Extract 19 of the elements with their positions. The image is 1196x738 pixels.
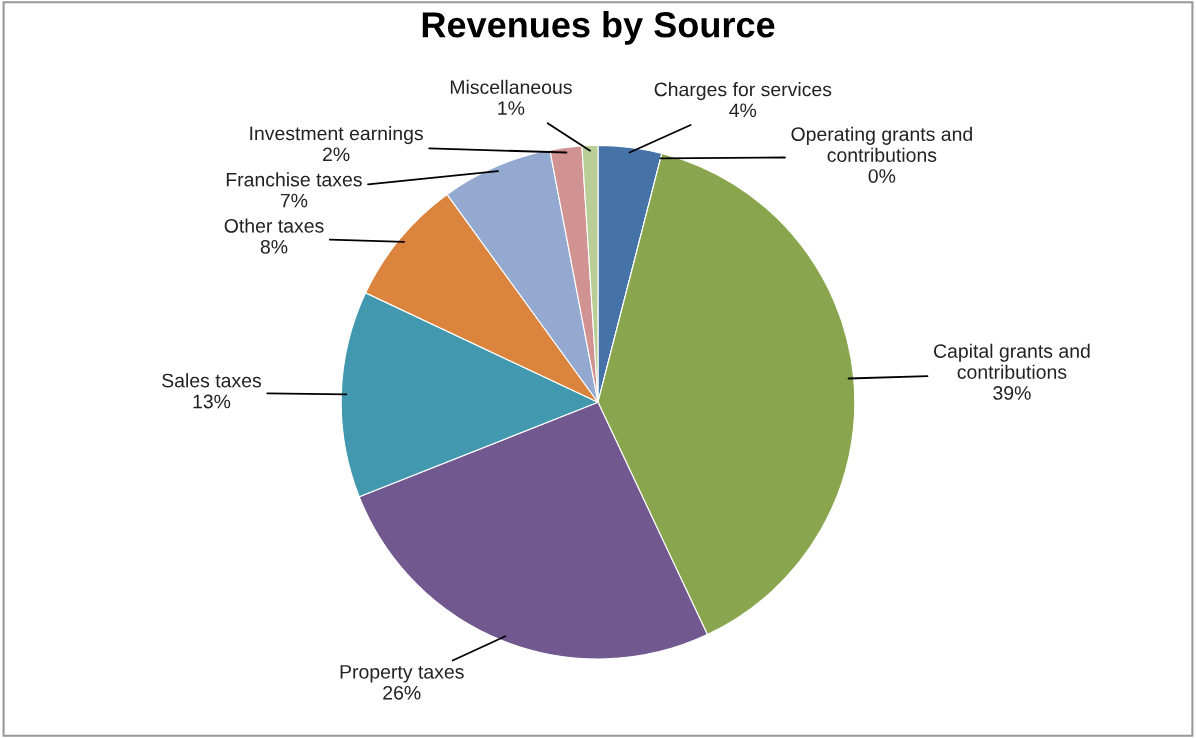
slice-label: Charges for services bbox=[654, 82, 832, 101]
category-label: Operating grants and contributions bbox=[791, 126, 972, 162]
data-label: 1% bbox=[498, 101, 525, 115]
slice-label: Other taxes bbox=[224, 218, 324, 233]
chart-title: Revenues by Source bbox=[422, 11, 775, 45]
data-label: 13% bbox=[193, 394, 231, 409]
data-label: 39% bbox=[993, 386, 1031, 400]
data-label: 8% bbox=[260, 239, 288, 254]
slice-label: Investment earnings bbox=[250, 126, 423, 145]
slice-label: Property taxes bbox=[340, 665, 464, 683]
slice-label: Sales taxes bbox=[162, 373, 262, 388]
data-label: 7% bbox=[280, 193, 308, 208]
data-label: 4% bbox=[729, 103, 757, 118]
data-label: 2% bbox=[323, 147, 350, 162]
slice-label: Miscellaneous bbox=[450, 79, 572, 95]
slice-label: Capital grants and contributions bbox=[934, 343, 1090, 379]
text: 0% bbox=[868, 169, 896, 183]
slice-label: Franchise taxes bbox=[226, 172, 362, 187]
data-label: 26% bbox=[383, 685, 421, 700]
